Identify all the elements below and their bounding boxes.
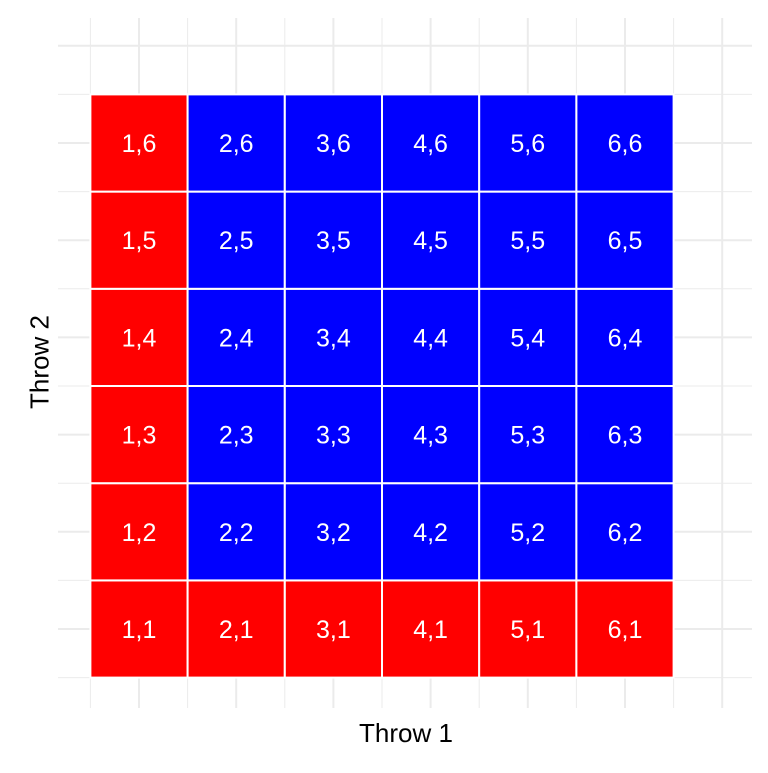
tile-label: 1,3 bbox=[122, 422, 157, 450]
tile-labels: 1,1 2,1 3,1 4,1 5,1 6,1 1,2 2,2 3,2 4,2 5,2 6,2 1,3 2… bbox=[122, 130, 643, 644]
tile-label: 3,5 bbox=[316, 227, 351, 255]
tile-label: 3,2 bbox=[316, 519, 351, 547]
tile-label: 2,5 bbox=[219, 227, 254, 255]
tile-label: 4,6 bbox=[413, 130, 448, 158]
tile-3-1 bbox=[283, 579, 383, 679]
tile-label: 2,4 bbox=[219, 324, 254, 352]
tile-label: 6,5 bbox=[608, 227, 643, 255]
tile-2-3 bbox=[186, 385, 286, 485]
tile-3-5 bbox=[283, 190, 383, 290]
tile-label: 6,2 bbox=[608, 519, 643, 547]
tile-label: 6,6 bbox=[608, 130, 643, 158]
tile-5-2 bbox=[478, 482, 578, 582]
tile-label: 2,1 bbox=[219, 616, 254, 644]
tile-label: 6,4 bbox=[608, 324, 643, 352]
tile-label: 2,3 bbox=[219, 422, 254, 450]
tile-label: 3,4 bbox=[316, 324, 351, 352]
tile-label: 6,1 bbox=[608, 616, 643, 644]
tile-4-6 bbox=[381, 93, 481, 193]
tile-2-1 bbox=[186, 579, 286, 679]
tile-label: 4,4 bbox=[413, 324, 448, 352]
tile-3-4 bbox=[283, 287, 383, 387]
tile-1-5 bbox=[89, 190, 189, 290]
y-axis-title: Throw 2 bbox=[24, 315, 55, 409]
tile-4-2 bbox=[381, 482, 481, 582]
tile-label: 5,5 bbox=[510, 227, 545, 255]
tile-label: 5,3 bbox=[510, 422, 545, 450]
tile-label: 1,2 bbox=[122, 519, 157, 547]
tile-label: 4,5 bbox=[413, 227, 448, 255]
tile-2-2 bbox=[186, 482, 286, 582]
tile-5-5 bbox=[478, 190, 578, 290]
tiles bbox=[89, 93, 675, 679]
tile-5-6 bbox=[478, 93, 578, 193]
tile-label: 1,5 bbox=[122, 227, 157, 255]
tile-label: 5,6 bbox=[510, 130, 545, 158]
tile-label: 4,1 bbox=[413, 616, 448, 644]
x-axis-title: Throw 1 bbox=[359, 718, 453, 748]
tile-6-3 bbox=[575, 385, 675, 485]
tile-label: 3,1 bbox=[316, 616, 351, 644]
tile-5-3 bbox=[478, 385, 578, 485]
tile-label: 5,2 bbox=[510, 519, 545, 547]
tile-label: 1,4 bbox=[122, 324, 157, 352]
tile-1-1 bbox=[89, 579, 189, 679]
tile-2-5 bbox=[186, 190, 286, 290]
tile-2-6 bbox=[186, 93, 286, 193]
tile-label: 3,6 bbox=[316, 130, 351, 158]
tile-label: 1,1 bbox=[122, 616, 157, 644]
tile-label: 6,3 bbox=[608, 422, 643, 450]
tile-label: 5,1 bbox=[510, 616, 545, 644]
tile-3-2 bbox=[283, 482, 383, 582]
tile-3-6 bbox=[283, 93, 383, 193]
tile-label: 3,3 bbox=[316, 422, 351, 450]
tile-label: 4,3 bbox=[413, 422, 448, 450]
tile-label: 2,6 bbox=[219, 130, 254, 158]
tile-4-3 bbox=[381, 385, 481, 485]
tile-label: 1,6 bbox=[122, 130, 157, 158]
tile-2-4 bbox=[186, 287, 286, 387]
tile-6-2 bbox=[575, 482, 675, 582]
tile-3-3 bbox=[283, 385, 383, 485]
tile-5-1 bbox=[478, 579, 578, 679]
tile-label: 4,2 bbox=[413, 519, 448, 547]
tile-6-1 bbox=[575, 579, 675, 679]
tile-6-6 bbox=[575, 93, 675, 193]
tile-label: 2,2 bbox=[219, 519, 254, 547]
tile-label: 5,4 bbox=[510, 324, 545, 352]
